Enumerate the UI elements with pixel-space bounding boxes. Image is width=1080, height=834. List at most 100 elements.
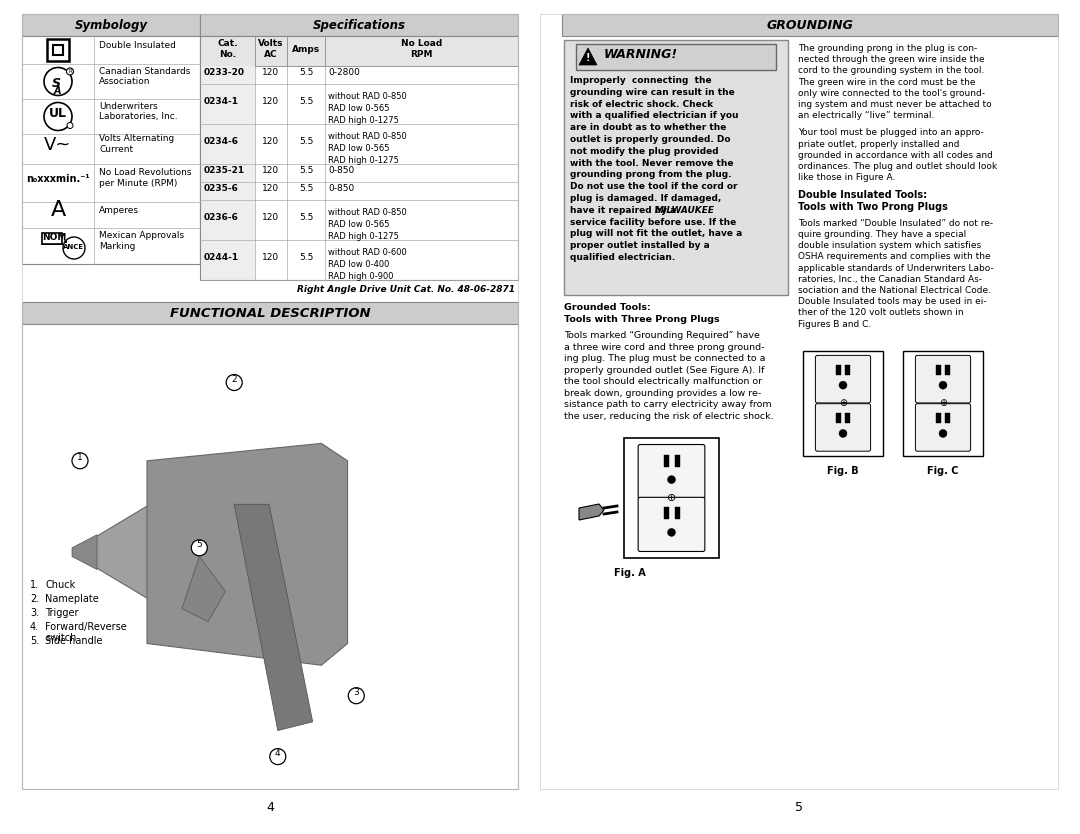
Text: 5.5: 5.5 (299, 213, 313, 222)
FancyBboxPatch shape (815, 404, 870, 451)
Text: 1.: 1. (30, 580, 39, 590)
Circle shape (44, 68, 72, 96)
Polygon shape (234, 505, 313, 731)
Text: 5: 5 (197, 540, 202, 550)
Bar (200, 84, 255, 124)
Circle shape (270, 749, 286, 765)
Text: 4.: 4. (30, 622, 39, 631)
Text: Volts Alternating
Current: Volts Alternating Current (99, 134, 174, 153)
Bar (200, 124, 255, 164)
Text: Fig. B: Fig. B (827, 466, 859, 476)
Text: Tools with Three Prong Plugs: Tools with Three Prong Plugs (564, 314, 719, 324)
Text: Double Insulated Tools:: Double Insulated Tools: (798, 190, 927, 200)
Text: n₀xxxmin.⁻¹: n₀xxxmin.⁻¹ (26, 174, 90, 184)
Circle shape (44, 103, 72, 130)
Bar (836, 365, 841, 375)
Text: UL: UL (49, 107, 67, 120)
Circle shape (226, 374, 242, 390)
Polygon shape (181, 556, 226, 622)
Text: !: ! (585, 53, 591, 63)
Text: 0-850: 0-850 (328, 183, 354, 193)
Text: Volts
AC: Volts AC (258, 39, 284, 58)
Text: RAD low 0-400: RAD low 0-400 (328, 260, 390, 269)
Text: Double Insulated tools may be used in ei-: Double Insulated tools may be used in ei… (798, 297, 987, 306)
Text: Nameplate: Nameplate (45, 594, 98, 604)
Text: service facility before use. If the: service facility before use. If the (570, 218, 737, 227)
Text: properly grounded outlet (See Figure A). If: properly grounded outlet (See Figure A).… (564, 365, 765, 374)
Circle shape (72, 453, 87, 469)
Text: a three wire cord and three prong ground-: a three wire cord and three prong ground… (564, 343, 765, 351)
Bar (836, 414, 841, 424)
Text: Cat.
No.: Cat. No. (217, 39, 238, 58)
Circle shape (191, 540, 207, 555)
FancyBboxPatch shape (916, 355, 971, 403)
Text: Right Angle Drive Unit Cat. No. 48-06-2871: Right Angle Drive Unit Cat. No. 48-06-28… (297, 285, 515, 294)
Circle shape (348, 688, 364, 704)
Text: Your tool must be plugged into an appro-: Your tool must be plugged into an appro- (798, 128, 984, 138)
Text: 120: 120 (262, 183, 280, 193)
Circle shape (67, 68, 73, 75)
Text: cord to the grounding system in the tool.: cord to the grounding system in the tool… (798, 67, 984, 75)
Text: Forward/Reverse: Forward/Reverse (45, 622, 126, 631)
Bar (945, 365, 950, 375)
Text: ing plug. The plug must be connected to a: ing plug. The plug must be connected to … (564, 354, 766, 363)
Bar (22, 14, 200, 36)
FancyBboxPatch shape (638, 445, 705, 499)
Text: The grounding prong in the plug is con-: The grounding prong in the plug is con- (798, 44, 977, 53)
Text: 120: 120 (262, 137, 280, 145)
Bar (576, 44, 777, 70)
Text: The green wire in the cord must be the: The green wire in the cord must be the (798, 78, 975, 87)
Text: outlet is properly grounded. Do: outlet is properly grounded. Do (570, 135, 730, 144)
Text: ther of the 120 volt outlets shown in: ther of the 120 volt outlets shown in (798, 309, 963, 318)
Text: Underwriters
Laboratories, Inc.: Underwriters Laboratories, Inc. (99, 102, 177, 121)
Text: NOM: NOM (42, 233, 66, 242)
Text: without RAD 0-850: without RAD 0-850 (328, 208, 407, 217)
Circle shape (67, 123, 73, 128)
Text: sociation and the National Electrical Code.: sociation and the National Electrical Co… (798, 286, 991, 295)
Text: have it repaired by a: have it repaired by a (570, 206, 679, 215)
Text: 5: 5 (795, 801, 804, 814)
Text: like those in Figure A.: like those in Figure A. (798, 173, 895, 182)
Text: without RAD 0-850: without RAD 0-850 (328, 132, 407, 141)
Text: 5.5: 5.5 (299, 68, 313, 77)
Text: break down, grounding provides a low re-: break down, grounding provides a low re- (564, 389, 761, 398)
Bar (540, 14, 1058, 789)
Text: ⊕: ⊕ (839, 399, 847, 409)
Text: Amperes: Amperes (99, 205, 139, 214)
Polygon shape (147, 444, 348, 666)
Text: Mexican Approvals
Marking: Mexican Approvals Marking (99, 231, 184, 251)
Bar (200, 66, 255, 84)
Bar (624, 438, 719, 558)
Text: 120: 120 (262, 97, 280, 105)
Text: Tools marked “Double Insulated” do not re-: Tools marked “Double Insulated” do not r… (798, 219, 994, 228)
Text: Specifications: Specifications (312, 19, 405, 32)
Text: RAD low 0-565: RAD low 0-565 (328, 104, 390, 113)
Text: ·: · (63, 236, 68, 250)
Text: ⊕: ⊕ (666, 493, 676, 503)
Text: ing system and must never be attached to: ing system and must never be attached to (798, 100, 991, 109)
Text: grounded in accordance with all codes and: grounded in accordance with all codes an… (798, 151, 993, 160)
Text: with the tool. Never remove the: with the tool. Never remove the (570, 158, 733, 168)
Text: Figures B and C.: Figures B and C. (798, 319, 872, 329)
Bar (22, 14, 518, 789)
Text: Double Insulated: Double Insulated (99, 41, 176, 49)
Text: Grounded Tools:: Grounded Tools: (564, 303, 651, 312)
Text: Improperly  connecting  the: Improperly connecting the (570, 76, 712, 85)
Text: Do not use the tool if the cord or: Do not use the tool if the cord or (570, 182, 738, 191)
Bar (562, 14, 1058, 36)
Text: double insulation system which satisfies: double insulation system which satisfies (798, 241, 981, 250)
Text: the user, reducing the risk of electric shock.: the user, reducing the risk of electric … (564, 411, 773, 420)
Bar (200, 164, 255, 182)
Text: Tools with Two Prong Plugs: Tools with Two Prong Plugs (798, 202, 948, 212)
Polygon shape (92, 505, 150, 600)
Circle shape (667, 475, 675, 484)
Text: 0-850: 0-850 (328, 165, 354, 174)
FancyBboxPatch shape (638, 497, 705, 551)
Text: RAD high 0-1275: RAD high 0-1275 (328, 232, 399, 241)
Text: MILWAUKEE: MILWAUKEE (654, 206, 715, 215)
FancyBboxPatch shape (916, 404, 971, 451)
Bar (200, 36, 518, 66)
Text: 3: 3 (353, 688, 360, 697)
Text: 120: 120 (262, 213, 280, 222)
Text: 120: 120 (262, 165, 280, 174)
